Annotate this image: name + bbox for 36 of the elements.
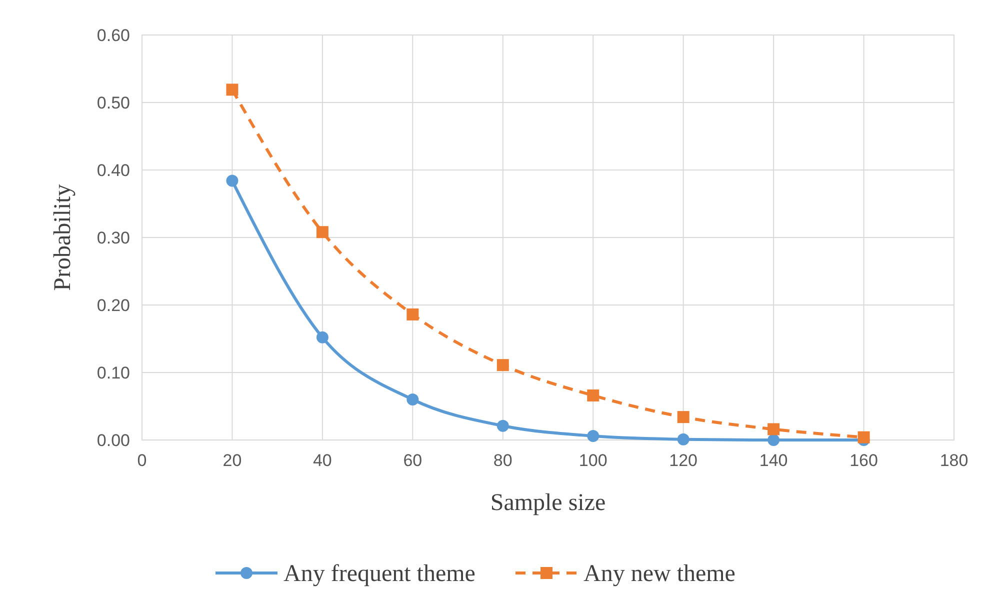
point [768,434,780,446]
x-tick-label: 160 [850,451,878,470]
point [226,84,238,96]
y-tick-label: 0.10 [96,364,130,382]
point [587,430,600,442]
point [677,433,690,446]
y-tick-label: 0.00 [96,431,130,450]
point [406,308,419,320]
x-tick-label: 140 [759,451,788,470]
y-tick-label: 0.20 [96,296,130,315]
point [406,394,419,406]
y-tick-label: 0.50 [96,94,130,112]
point [677,411,690,424]
y-tick-label: 0.30 [96,228,130,248]
point [316,331,328,344]
x-axis-title: Sample size [490,490,606,516]
legend-label: Any new theme [584,561,736,587]
point [496,359,509,372]
point [587,389,600,402]
x-tick-label: 0 [137,451,147,470]
point [496,420,509,432]
x-tick-label: 60 [403,451,422,470]
x-tick-label: 80 [493,451,512,470]
point [858,431,870,444]
x-tick-label: 180 [940,451,968,470]
legend-label: Any frequent theme [284,561,476,587]
y-tick-label: 0.40 [96,161,130,180]
x-tick-label: 40 [312,451,332,470]
point [768,423,780,436]
point [226,174,238,187]
x-tick-label: 120 [669,451,698,470]
x-tick-label: 20 [222,451,242,470]
point [316,226,328,238]
y-axis-title: Probability [50,184,76,291]
y-tick-label: 0.60 [96,26,130,45]
x-tick-label: 100 [578,451,608,470]
